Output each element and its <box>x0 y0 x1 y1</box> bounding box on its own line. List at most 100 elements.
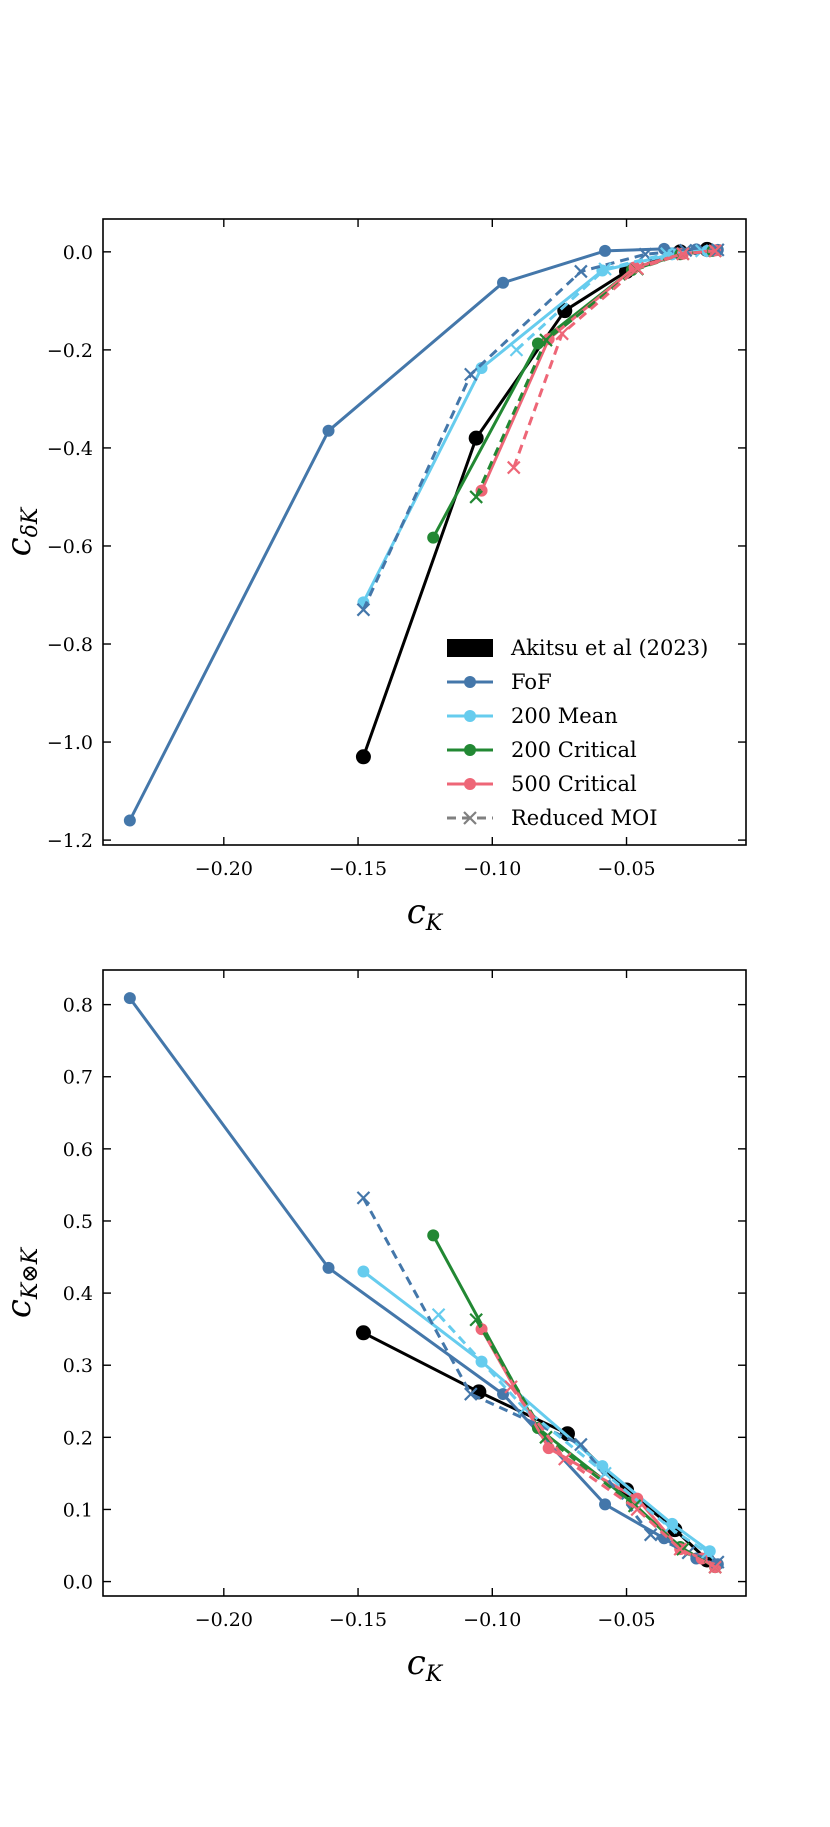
x-axis-label: cK <box>407 1643 444 1687</box>
data-point-cross <box>708 1560 722 1574</box>
x-tick-label: −0.20 <box>195 1609 253 1631</box>
y-axis-label: cδK <box>0 506 43 556</box>
data-point-cross <box>464 367 478 382</box>
data-point-cross <box>630 261 645 276</box>
data-point <box>497 276 510 289</box>
data-point-cross <box>539 333 553 347</box>
data-point <box>355 749 371 765</box>
legend-label: 200 Mean <box>511 704 618 728</box>
legend-label: 500 Critical <box>511 772 637 796</box>
x-tick-label: −0.15 <box>329 1609 387 1631</box>
series-line <box>362 249 708 603</box>
data-point-cross <box>700 1545 714 1560</box>
y-axis-label-sub: K⊗K <box>18 1246 43 1300</box>
series-dashed-7 <box>469 1313 722 1574</box>
data-point-cross <box>504 1380 518 1394</box>
data-point-cross <box>598 262 612 276</box>
legend-label: FoF <box>511 670 552 694</box>
data-point-cross <box>431 1307 446 1322</box>
y-tick-label: 0.0 <box>63 1572 93 1594</box>
data-point <box>123 814 136 827</box>
y-tick-label: −0.2 <box>47 340 93 362</box>
data-point-cross <box>711 243 725 257</box>
y-tick-label: 0.8 <box>63 995 93 1017</box>
legend-label: Reduced MOI <box>511 806 658 830</box>
series-line <box>362 1270 711 1553</box>
legend-label: Akitsu et al (2023) <box>510 636 708 660</box>
data-point <box>599 244 612 257</box>
x-axis-label: cK <box>407 892 444 936</box>
x-axis-label-main: c <box>407 892 426 932</box>
data-point-cross <box>662 1520 677 1535</box>
data-point <box>123 992 136 1005</box>
data-point <box>355 1325 371 1341</box>
y-tick-label: 0.7 <box>63 1067 93 1089</box>
y-tick-label: 0.0 <box>63 242 93 264</box>
y-tick-label: 0.3 <box>63 1355 93 1377</box>
x-axis-label-sub: K <box>425 1662 444 1687</box>
y-tick-label: −0.4 <box>47 438 93 460</box>
series-1 <box>123 992 724 1571</box>
data-point-cross <box>555 326 569 341</box>
series-dashed-5 <box>356 1191 725 1569</box>
y-tick-label: 0.6 <box>63 1139 93 1161</box>
y-tick-label: 0.4 <box>63 1283 93 1305</box>
y-axis-label-main: c <box>0 537 39 556</box>
data-point-cross <box>673 1542 688 1556</box>
data-point-cross <box>558 1452 572 1466</box>
x-tick-label: −0.05 <box>597 1609 655 1631</box>
bottom-panel: −0.20 −0.15 −0.10 −0.05 0.0 0.1 0.2 0.3 0.4 0.5 0.… <box>0 969 747 1687</box>
series-line <box>431 1234 716 1569</box>
y-axis-label-sub: δK <box>18 506 43 537</box>
series-dashed-8 <box>506 244 722 475</box>
y-axis-label: cK⊗K <box>0 1246 43 1318</box>
y-tick-label: −0.6 <box>47 536 93 558</box>
series-line <box>128 997 719 1566</box>
data-point <box>322 1261 335 1274</box>
legend-swatch-patch <box>447 639 493 657</box>
series-dashed-8 <box>504 1380 722 1574</box>
top-panel: −0.20 −0.15 −0.10 −0.05 0.0 −0.2 −0.4 −0.6 −0.8 −… <box>0 218 747 936</box>
series-line <box>128 247 718 822</box>
legend-swatch-cross <box>463 811 477 825</box>
legend-swatch-marker <box>464 778 476 790</box>
data-point <box>427 531 440 544</box>
legend-swatch-marker <box>464 744 476 756</box>
data-point-cross <box>509 343 524 357</box>
series-dashed-5 <box>356 243 725 617</box>
data-point <box>599 1498 612 1511</box>
data-point-cross <box>356 1191 371 1205</box>
legend-swatch-marker <box>464 710 476 722</box>
y-tick-label: 0.1 <box>63 1499 93 1521</box>
x-tick-label: −0.05 <box>597 858 655 880</box>
legend-label: 200 Critical <box>511 738 637 762</box>
data-point <box>357 1265 370 1278</box>
plot-frame <box>102 218 747 846</box>
data-point-cross <box>469 490 483 504</box>
y-tick-label: −1.0 <box>47 732 93 754</box>
data-point-cross <box>708 244 722 258</box>
x-axis-label-main: c <box>407 1643 426 1683</box>
y-tick-label: −0.8 <box>47 634 93 656</box>
data-point-cross <box>464 1387 478 1401</box>
legend-swatch-marker <box>464 676 476 688</box>
series-line <box>362 1197 719 1564</box>
data-point-cross <box>574 264 588 279</box>
x-axis-label-sub: K <box>425 911 444 936</box>
data-point <box>468 430 484 446</box>
data-point <box>322 424 335 437</box>
data-point-cross <box>469 1313 483 1327</box>
series-line <box>474 249 716 498</box>
x-tick-label: −0.15 <box>329 858 387 880</box>
data-point-cross <box>676 247 690 261</box>
data-point <box>542 1442 555 1455</box>
data-point <box>557 303 573 319</box>
series-3 <box>427 244 719 544</box>
data-point <box>427 1229 440 1242</box>
data-point-cross <box>630 1502 645 1517</box>
y-tick-label: 0.2 <box>63 1427 93 1449</box>
y-axis-label-main: c <box>0 1299 39 1318</box>
y-tick-label: −1.2 <box>47 830 93 852</box>
data-point-cross <box>574 1437 588 1452</box>
series-dashed-6 <box>431 1307 714 1560</box>
